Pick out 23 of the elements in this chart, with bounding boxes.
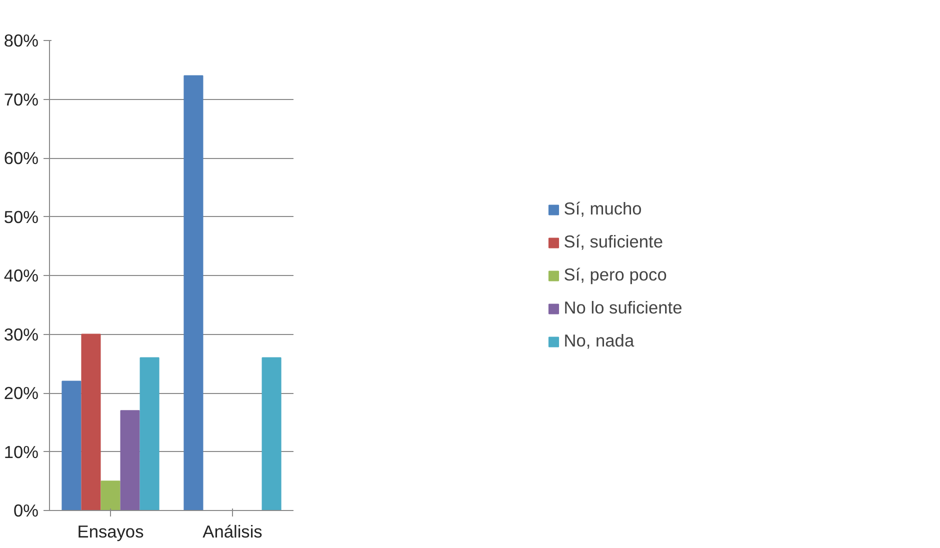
legend-label: No lo suficiente: [564, 298, 682, 318]
x-tick-label: Análisis: [202, 522, 263, 542]
y-tick-label: 50%: [4, 206, 39, 227]
y-tick-label: 30%: [4, 324, 39, 344]
x-tick-label: Ensayos: [77, 522, 144, 542]
y-tick-label: 10%: [4, 442, 39, 462]
y-tick-label: 0%: [13, 500, 38, 520]
legend-label: No, nada: [564, 330, 634, 352]
bar: [184, 75, 204, 510]
y-tick-label: 70%: [4, 89, 39, 110]
legend-label: Sí, mucho: [564, 198, 642, 220]
bar: [262, 357, 282, 510]
legend-label: Sí, pero poco: [564, 264, 667, 286]
bar: [62, 380, 82, 510]
bar: [81, 334, 101, 510]
bar: [120, 410, 140, 510]
bar: [100, 480, 120, 510]
legend-label: Sí, suficiente: [564, 232, 663, 252]
bar: [140, 357, 160, 510]
y-tick-label: 40%: [4, 266, 39, 286]
y-tick-label: 20%: [4, 383, 39, 403]
y-tick-label: 60%: [4, 148, 39, 168]
y-tick-label: 80%: [4, 30, 39, 50]
